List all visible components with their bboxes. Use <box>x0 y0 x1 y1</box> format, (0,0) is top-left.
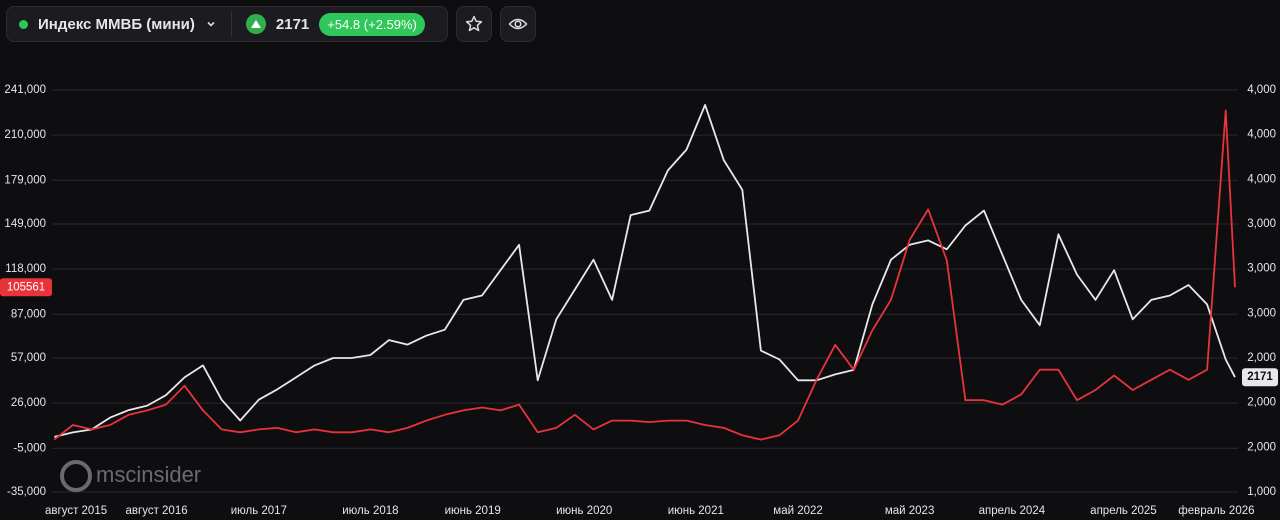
badge-box <box>1242 368 1278 387</box>
x-tick-label: май 2023 <box>885 505 935 517</box>
series-line <box>53 109 1236 441</box>
x-tick-label: июль 2018 <box>342 505 398 517</box>
header: Индекс ММВБ (мини) 2171 +54.8 (+2.59%) <box>6 6 536 42</box>
x-tick-label: август 2015 <box>45 505 107 517</box>
watermark-logo <box>60 460 92 492</box>
watermark-text: mscinsider <box>96 462 201 487</box>
y-tick-label: 179,000 <box>4 174 46 186</box>
status-dot <box>19 19 28 29</box>
series-line <box>54 104 1236 438</box>
last-value-badge: 2171 <box>1242 368 1278 387</box>
x-tick-label: июнь 2020 <box>556 505 612 517</box>
y-tick-label: 118,000 <box>5 263 46 275</box>
x-tick-label: апрель 2024 <box>979 505 1046 517</box>
price: 2171 <box>275 15 310 33</box>
y-tick-label: 26,000 <box>11 397 46 409</box>
y-tick-label: 241,000 <box>4 84 46 96</box>
y2-tick-label: 3,000 <box>1247 218 1276 230</box>
y-tick-label: 57,000 <box>11 352 46 364</box>
y-tick-label: 210,000 <box>4 129 46 141</box>
y2-tick-label: 3,000 <box>1247 263 1276 275</box>
x-tick-label: февраль 2026 <box>1178 505 1254 517</box>
y-tick-label: -35,000 <box>7 486 46 498</box>
favorite-button[interactable] <box>456 6 492 42</box>
y2-tick-label: 1,000 <box>1247 486 1276 498</box>
up-icon <box>245 14 266 34</box>
y-tick-label: 149,000 <box>4 218 46 230</box>
separator <box>230 11 232 37</box>
y2-tick-label: 2,000 <box>1247 441 1276 453</box>
badge-box <box>0 278 52 297</box>
instrument-name: Индекс ММВБ (мини) <box>38 15 195 33</box>
instrument-selector[interactable]: Индекс ММВБ (мини) 2171 +54.8 (+2.59%) <box>6 6 448 42</box>
last-value-badge: 105561 <box>0 278 52 297</box>
x-tick-label: июль 2017 <box>231 505 287 517</box>
x-tick-label: июнь 2021 <box>668 505 724 517</box>
chevron <box>207 21 215 27</box>
watermark: mscinsider <box>60 460 201 492</box>
y2-tick-label: 2,000 <box>1247 352 1276 364</box>
x-tick-label: апрель 2025 <box>1090 505 1157 517</box>
y-tick-label: -5,000 <box>13 442 46 454</box>
watch-button[interactable] <box>500 6 536 42</box>
y2-tick-label: 3,000 <box>1247 307 1276 319</box>
y2-tick-label: 4,000 <box>1247 173 1276 185</box>
x-tick-label: июнь 2019 <box>445 505 501 517</box>
x-tick-label: август 2016 <box>126 505 188 517</box>
y-tick-label: 87,000 <box>11 308 46 320</box>
x-tick-label: май 2022 <box>773 505 823 517</box>
badge-label: 105561 <box>7 281 45 293</box>
price-change: +54.8 (+2.59%) <box>319 12 425 36</box>
y2-tick-label: 4,000 <box>1247 84 1276 96</box>
badge-label: 2171 <box>1247 371 1273 383</box>
y2-tick-label: 2,000 <box>1247 397 1276 409</box>
y2-tick-label: 4,000 <box>1247 129 1276 141</box>
